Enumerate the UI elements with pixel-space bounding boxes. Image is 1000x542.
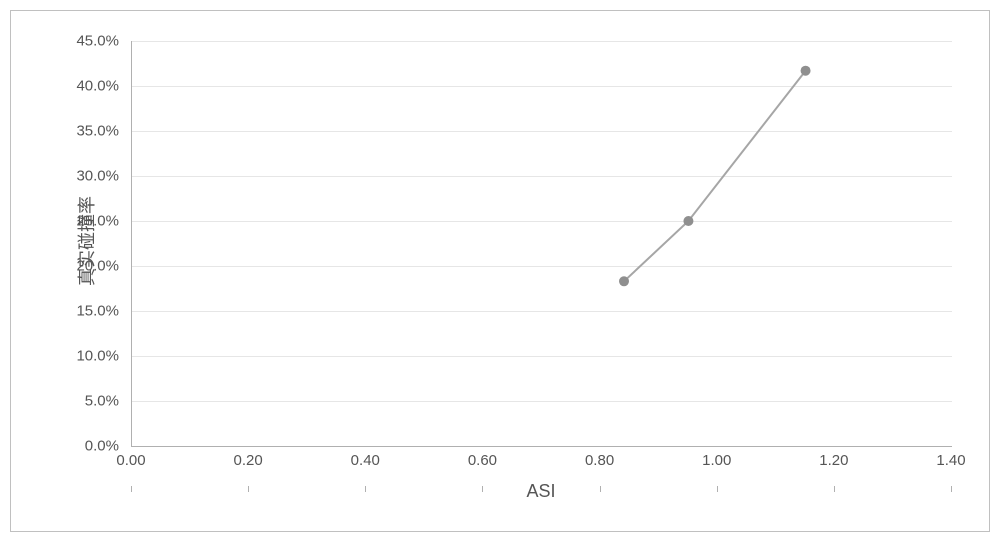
- x-axis-label: ASI: [131, 481, 951, 502]
- y-tick-labels: 0.0% 5.0% 10.0% 15.0% 20.0% 25.0% 30.0% …: [11, 41, 125, 446]
- ytick-25: 25.0%: [76, 212, 119, 229]
- ytick-15: 15.0%: [76, 302, 119, 319]
- data-point-2: [801, 66, 811, 76]
- ytick-5: 5.0%: [85, 392, 119, 409]
- xtick-1.40: 1.40: [936, 452, 965, 469]
- xtick-1.20: 1.20: [819, 452, 848, 469]
- ytick-30: 30.0%: [76, 167, 119, 184]
- ytick-0: 0.0%: [85, 438, 119, 455]
- ytick-40: 40.0%: [76, 77, 119, 94]
- data-series: [132, 41, 952, 446]
- data-point-0: [619, 276, 629, 286]
- xtick-0.40: 0.40: [351, 452, 380, 469]
- x-tick-labels: 0.00 0.20 0.40 0.60 0.80 1.00 1.20 1.40: [131, 446, 951, 486]
- xtick-0.20: 0.20: [234, 452, 263, 469]
- xtick-0.80: 0.80: [585, 452, 614, 469]
- ytick-20: 20.0%: [76, 257, 119, 274]
- xtick-0.00: 0.00: [116, 452, 145, 469]
- ytick-35: 35.0%: [76, 122, 119, 139]
- ytick-10: 10.0%: [76, 347, 119, 364]
- ytick-45: 45.0%: [76, 33, 119, 50]
- xtick-mark: [951, 486, 952, 492]
- xtick-1.00: 1.00: [702, 452, 731, 469]
- chart-frame: 真实碰撞率 0.0% 5.0% 10.0% 15.0% 20.0% 25.0% …: [10, 10, 990, 532]
- plot-area: [131, 41, 952, 447]
- xtick-0.60: 0.60: [468, 452, 497, 469]
- data-point-1: [683, 216, 693, 226]
- series-line: [624, 71, 806, 282]
